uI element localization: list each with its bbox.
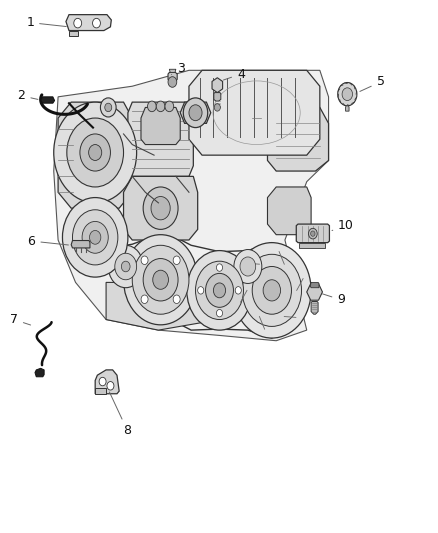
Circle shape (132, 245, 188, 314)
Circle shape (121, 261, 130, 272)
Polygon shape (306, 284, 322, 300)
Circle shape (188, 105, 201, 120)
Text: 3: 3 (171, 62, 184, 75)
Polygon shape (168, 72, 177, 81)
Polygon shape (106, 282, 219, 330)
Polygon shape (267, 187, 311, 235)
Circle shape (173, 295, 180, 303)
Polygon shape (95, 389, 106, 394)
Circle shape (105, 103, 112, 112)
Circle shape (337, 83, 356, 106)
Circle shape (213, 283, 225, 298)
Text: 10: 10 (331, 219, 353, 232)
Text: 7: 7 (10, 313, 31, 326)
Circle shape (62, 198, 127, 277)
Polygon shape (267, 108, 328, 171)
Circle shape (235, 287, 241, 294)
Circle shape (242, 254, 301, 326)
Circle shape (147, 101, 156, 112)
Circle shape (88, 144, 102, 160)
Text: 6: 6 (28, 235, 68, 247)
Polygon shape (296, 224, 328, 243)
Circle shape (108, 245, 143, 288)
Polygon shape (310, 282, 318, 288)
Circle shape (173, 256, 180, 264)
Circle shape (252, 266, 291, 314)
Polygon shape (41, 97, 54, 103)
Circle shape (165, 101, 173, 112)
Circle shape (205, 273, 233, 308)
Circle shape (151, 197, 170, 220)
Polygon shape (123, 176, 197, 240)
Circle shape (214, 104, 220, 111)
Text: 2: 2 (18, 89, 38, 102)
Polygon shape (213, 93, 220, 101)
Circle shape (156, 101, 165, 112)
Circle shape (197, 287, 203, 294)
Polygon shape (345, 106, 348, 111)
Circle shape (143, 187, 178, 229)
Circle shape (216, 310, 222, 317)
Circle shape (89, 230, 101, 244)
Polygon shape (188, 70, 319, 155)
Polygon shape (212, 78, 222, 93)
Circle shape (186, 251, 252, 330)
Polygon shape (311, 302, 318, 314)
Text: 9: 9 (322, 293, 344, 306)
Circle shape (183, 98, 207, 127)
Polygon shape (180, 102, 210, 123)
Polygon shape (299, 243, 324, 248)
Polygon shape (127, 102, 193, 176)
Polygon shape (66, 14, 111, 30)
Circle shape (107, 382, 114, 390)
Circle shape (195, 261, 243, 319)
Circle shape (310, 231, 314, 236)
Circle shape (92, 18, 100, 28)
Polygon shape (58, 102, 132, 208)
Circle shape (80, 134, 110, 171)
Circle shape (115, 253, 136, 280)
Circle shape (53, 102, 136, 203)
Polygon shape (141, 108, 180, 144)
Polygon shape (95, 370, 119, 394)
Circle shape (240, 257, 255, 276)
Text: 5: 5 (359, 76, 384, 92)
Circle shape (123, 235, 197, 325)
Text: 4: 4 (223, 68, 244, 80)
Text: 8: 8 (109, 392, 131, 438)
Circle shape (74, 18, 81, 28)
Circle shape (308, 228, 317, 239)
Circle shape (67, 118, 123, 187)
Circle shape (233, 249, 261, 284)
Circle shape (168, 77, 177, 87)
Polygon shape (71, 240, 90, 248)
Polygon shape (53, 70, 328, 341)
Circle shape (262, 280, 280, 301)
Polygon shape (69, 30, 78, 36)
Circle shape (99, 377, 106, 386)
Circle shape (216, 264, 222, 271)
Circle shape (72, 210, 117, 265)
Polygon shape (169, 69, 176, 72)
Text: 1: 1 (26, 16, 66, 29)
Circle shape (141, 256, 148, 264)
Circle shape (143, 259, 178, 301)
Circle shape (100, 98, 116, 117)
Circle shape (341, 88, 352, 101)
Circle shape (82, 221, 108, 253)
Polygon shape (35, 368, 44, 377)
Circle shape (232, 243, 311, 338)
Circle shape (152, 270, 168, 289)
Circle shape (141, 295, 148, 303)
